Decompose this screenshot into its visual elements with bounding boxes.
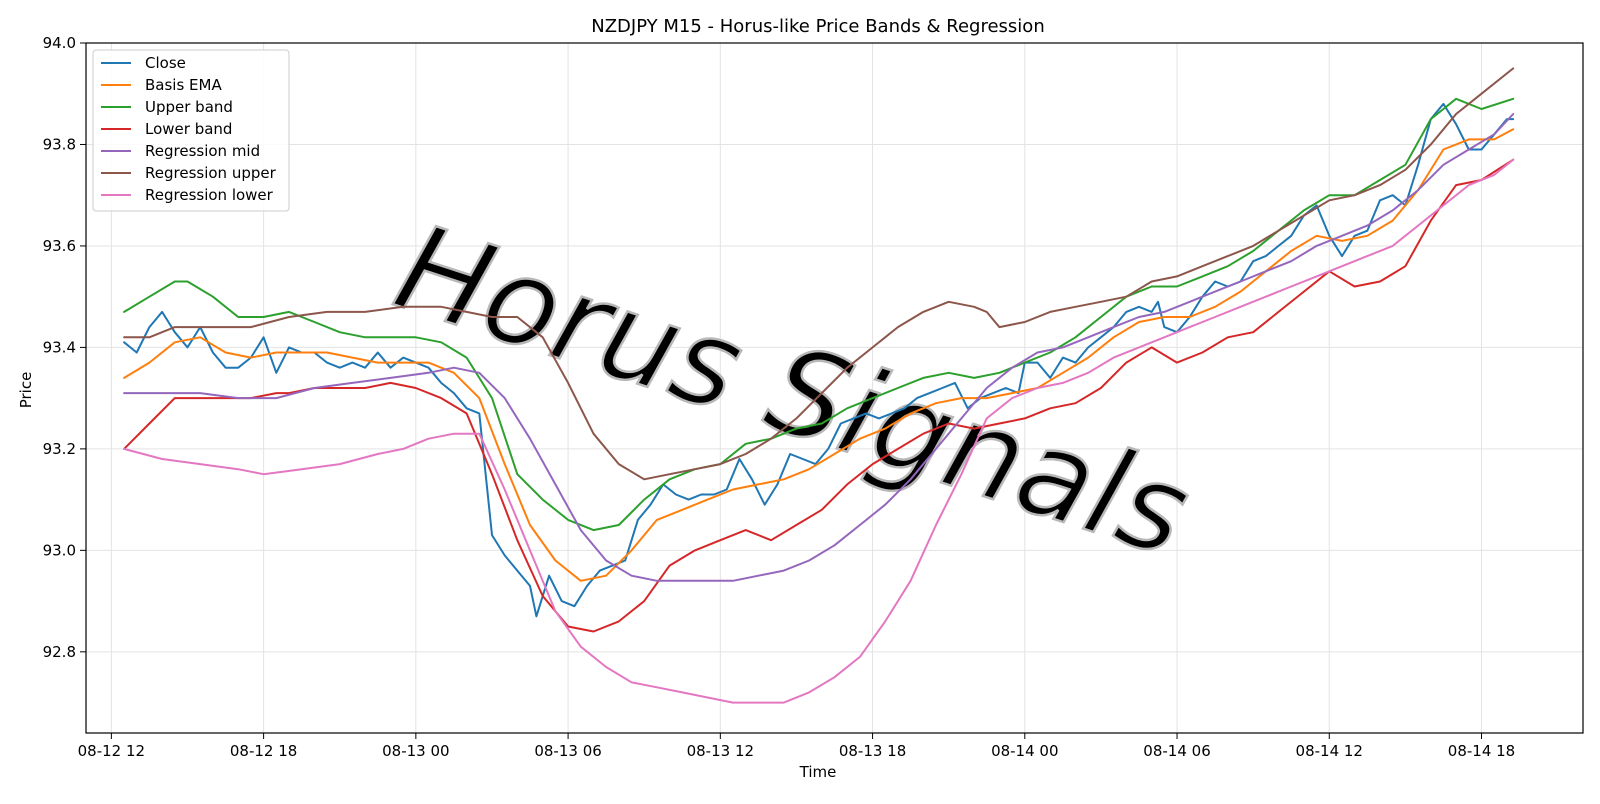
x-tick-label: 08-14 18 — [1448, 742, 1515, 760]
series-line-close — [123, 102, 1515, 618]
x-tick-label: 08-14 12 — [1296, 742, 1363, 760]
x-tick-label: 08-13 00 — [382, 742, 449, 760]
y-tick-label: 93.8 — [43, 135, 76, 153]
x-axis-ticks: 08-12 12 08-12 18 08-13 00 08-13 06 08-13 12… — [78, 733, 1515, 760]
y-tick-label: 93.6 — [43, 237, 76, 255]
x-tick-label: 08-14 06 — [1143, 742, 1210, 760]
x-tick-label: 08-13 18 — [839, 742, 906, 760]
series-line-basis-ema — [123, 128, 1515, 582]
y-axis-ticks: 92.8 93.0 93.2 93.4 93.6 93.8 94.0 — [43, 34, 86, 661]
y-tick-label: 93.2 — [43, 440, 76, 458]
y-tick-label: 94.0 — [43, 34, 76, 52]
x-tick-label: 08-13 06 — [534, 742, 601, 760]
x-tick-label: 08-12 18 — [230, 742, 297, 760]
legend: Close Basis EMA Upper band Lower band Regres… — [92, 49, 290, 212]
legend-label-close: Close — [145, 54, 186, 72]
series-line-regression-upper — [123, 67, 1515, 481]
legend-label-regression-upper: Regression upper — [145, 164, 277, 182]
legend-box — [92, 49, 290, 212]
legend-items: Close Basis EMA Upper band Lower band Regres… — [101, 54, 277, 204]
grid — [86, 42, 1583, 733]
x-tick-label: 08-13 12 — [687, 742, 754, 760]
legend-label-regression-mid: Regression mid — [145, 142, 260, 160]
legend-label-lower-band: Lower band — [145, 120, 232, 138]
series-lines — [123, 67, 1515, 704]
y-axis-label: Price — [17, 372, 35, 409]
x-axis-label: Time — [799, 763, 837, 781]
series-line-regression-lower — [123, 158, 1515, 704]
x-tick-label: 08-12 12 — [78, 742, 145, 760]
series-line-regression-mid — [123, 113, 1515, 582]
y-tick-label: 93.4 — [43, 338, 76, 356]
chart-title: NZDJPY M15 - Horus-like Price Bands & Re… — [591, 16, 1044, 37]
legend-label-basis-ema: Basis EMA — [145, 76, 222, 94]
series-line-lower-band — [123, 158, 1515, 633]
legend-label-regression-lower: Regression lower — [145, 186, 274, 204]
y-tick-label: 93.0 — [43, 541, 76, 559]
plot-area-frame — [85, 42, 1584, 734]
y-tick-label: 92.8 — [43, 643, 76, 661]
x-tick-label: 08-14 00 — [991, 742, 1058, 760]
legend-label-upper-band: Upper band — [145, 98, 233, 116]
